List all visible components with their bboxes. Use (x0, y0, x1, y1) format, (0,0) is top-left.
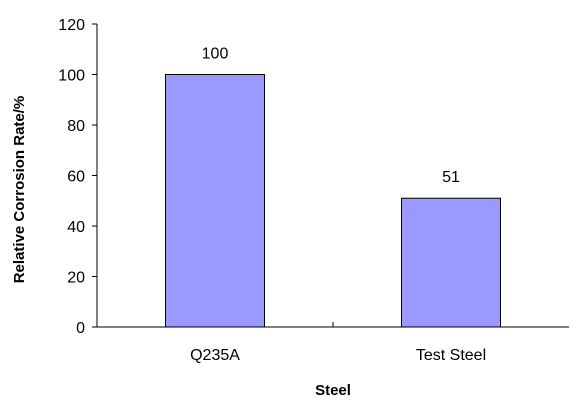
y-tick-label: 80 (67, 118, 85, 135)
y-tick-label: 20 (67, 270, 85, 287)
x-tick-label: Test Steel (416, 347, 486, 364)
y-axis-title: Relative Corrosion Rate/% (11, 96, 28, 284)
y-tick-label: 40 (67, 219, 85, 236)
data-label: 51 (442, 169, 460, 186)
x-axis-ticks: Q235A Test Steel (190, 322, 486, 364)
x-tick-label: Q235A (190, 347, 240, 364)
bar-q235a (165, 74, 265, 328)
y-tick-label: 60 (67, 169, 85, 186)
y-tick-label: 120 (58, 17, 85, 34)
y-axis-ticks: 0 20 40 60 80 100 120 (58, 17, 97, 337)
data-label: 100 (202, 46, 229, 63)
x-axis-title: Steel (315, 382, 351, 399)
bars-group: 100 51 (165, 46, 501, 328)
y-tick-label: 0 (76, 320, 85, 337)
bar-test-steel (401, 197, 501, 328)
y-tick-label: 100 (58, 68, 85, 85)
